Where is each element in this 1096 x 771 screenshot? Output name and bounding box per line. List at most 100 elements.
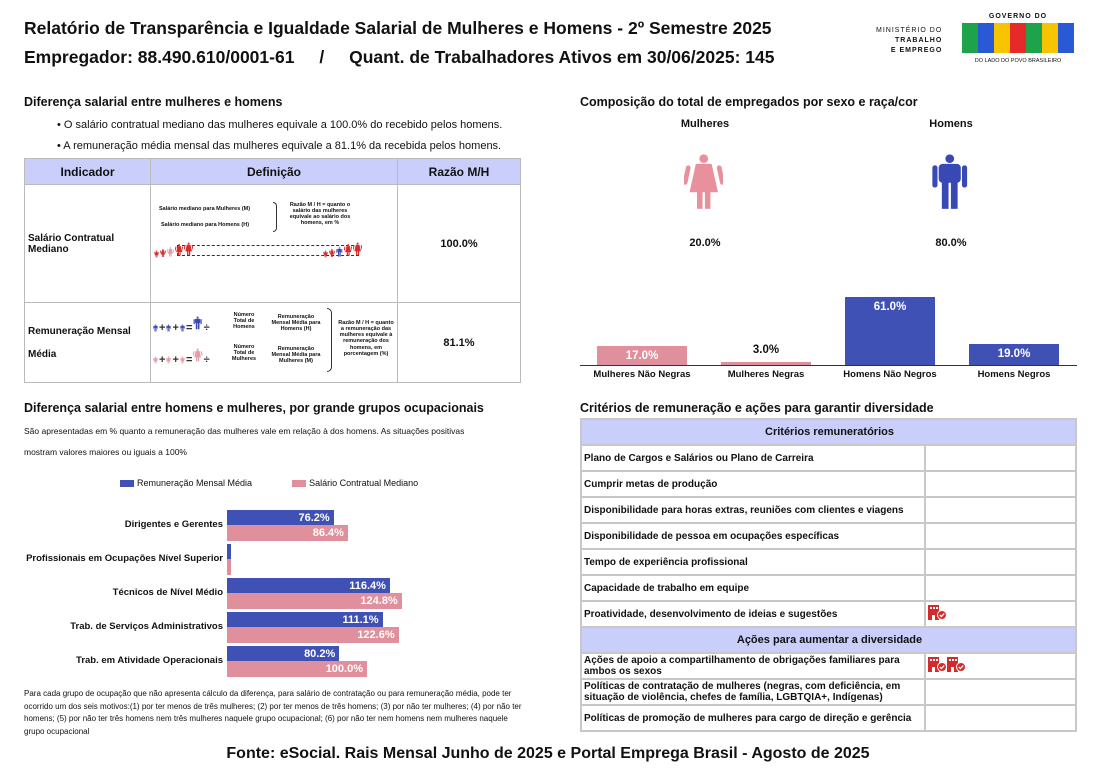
men-label: Homens (929, 118, 973, 130)
source-footer: Fonte: eSocial. Rais Mensal Junho de 202… (226, 745, 870, 762)
category-label: Homens Negros (977, 369, 1051, 380)
person-icon (174, 243, 184, 256)
brace (273, 201, 277, 232)
person-icon (166, 246, 174, 257)
table-row: Disponibilidade para horas extras, reuni… (580, 496, 1077, 524)
occupation-bar: 100.0% (227, 661, 367, 677)
diagram-text: Razão M / H = quanto o salário das mulhe… (289, 201, 351, 227)
ministry-line: E EMPREGO (890, 47, 943, 54)
category-label: Homens Não Negros (843, 369, 937, 380)
person-icon (684, 154, 724, 209)
man-icon (930, 135, 969, 229)
women-label: Mulheres (680, 118, 730, 130)
occupation-bar: 116.4% (227, 578, 390, 594)
bar-value-label: 61.0% (873, 300, 907, 313)
report-title: Relatório de Transparência e Igualdade S… (24, 18, 772, 38)
criterion-label: Plano de Cargos e Salários ou Plano de C… (580, 444, 926, 472)
diagram-text: Número Total de Mulheres (231, 343, 257, 363)
table-header: Indicador Definição Razão M/H (24, 158, 521, 185)
occupation-bar (227, 544, 231, 560)
women-figures (154, 238, 194, 260)
criteria-table: Critérios remuneratórios Plano de Cargos … (580, 418, 1077, 732)
category-label: Técnicos de Nível Médio (112, 587, 223, 598)
woman-icon (684, 135, 724, 229)
action-label: Políticas de contratação de mulheres (ne… (580, 678, 926, 706)
table-row: Proatividade, desenvolvimento de ideias … (580, 600, 1077, 628)
gov-logo-mark (962, 23, 1074, 53)
women-sum-equation: + + = ÷ (153, 344, 210, 366)
table-row: Cumprir metas de produção (580, 470, 1077, 498)
person-icon (184, 242, 194, 255)
action-icons (924, 652, 1077, 680)
person-icon (153, 355, 159, 363)
indicator-label: Remuneração Mensal Média (24, 302, 151, 383)
table-row: Disponibilidade de pessoa em ocupações e… (580, 522, 1077, 550)
criterion-icons (924, 444, 1077, 472)
bar-value-label: 19.0% (997, 347, 1031, 360)
occupational-heading: Diferença salarial entre homens e mulher… (24, 401, 484, 415)
criterion-icons (924, 574, 1077, 602)
legend-label: Salário Contratual Mediano (309, 478, 419, 488)
category-label: Mulheres Negras (727, 369, 805, 380)
criteria-heading: Critérios de remuneração e ações para ga… (580, 401, 934, 415)
action-icons (924, 678, 1077, 706)
table-row: Ações de apoio a compartilhamento de obr… (580, 652, 1077, 680)
criterion-icons (924, 470, 1077, 498)
definition-diagram-median: Salário mediano para Mulheres (M) Salári… (150, 184, 398, 303)
building-check-icon (928, 605, 947, 620)
ratio-value: 100.0% (397, 184, 521, 303)
gov-logo: GOVERNO DO DO LADO DO POVO BRASILEIRO (962, 13, 1074, 64)
person-icon (179, 355, 185, 363)
criterion-icons (924, 522, 1077, 550)
person-icon (193, 348, 203, 361)
action-label: Políticas de promoção de mulheres para c… (580, 704, 926, 732)
table-row: Políticas de promoção de mulheres para c… (580, 704, 1077, 732)
ministry-line: MINISTÉRIO DO (876, 27, 943, 34)
person-icon (329, 248, 335, 257)
bar-value-label: 17.0% (625, 350, 659, 363)
person-icon (336, 246, 343, 257)
diagram-text: Salário mediano para Homens (H) (161, 221, 250, 228)
criterion-label: Disponibilidade de pessoa em ocupações e… (580, 522, 926, 550)
occupation-bar: 111.1% (227, 612, 383, 628)
person-icon (323, 249, 329, 257)
separator: / (319, 47, 325, 67)
criterion-icons (924, 600, 1077, 628)
actions-header-row: Ações para aumentar a diversidade (580, 626, 1077, 654)
table-row: Políticas de contratação de mulheres (ne… (580, 678, 1077, 706)
legend-label: Remuneração Mensal Média (137, 478, 253, 488)
occupation-bar: 76.2% (227, 510, 334, 526)
gov-logo-top: GOVERNO DO (988, 13, 1048, 20)
section-header: Critérios remuneratórios (580, 418, 1077, 446)
person-icon (166, 355, 172, 363)
occupation-bar: 124.8% (227, 593, 402, 609)
occupation-bar (227, 559, 231, 575)
employer-line: Empregador: 88.490.610/0001-61 / Quant. … (24, 47, 774, 68)
criterion-label: Disponibilidade para horas extras, reuni… (580, 496, 926, 524)
ministry-line: TRABALHO (895, 37, 943, 44)
criterion-label: Capacidade de trabalho em equipe (580, 574, 926, 602)
criterion-label: Tempo de experiência profissional (580, 548, 926, 576)
col-definition: Definição (150, 158, 398, 185)
brace (327, 307, 332, 372)
composition-bar (597, 346, 687, 365)
gov-logo-tagline: DO LADO DO POVO BRASILEIRO (974, 58, 1062, 64)
occupational-desc: mostram valores maiores ou iguais a 100% (24, 447, 187, 457)
composition-heading: Composição do total de empregados por se… (580, 95, 918, 109)
section-header: Ações para aumentar a diversidade (580, 626, 1077, 654)
composition-bar (969, 343, 1059, 365)
active-workers: Quant. de Trabalhadores Ativos em 30/06/… (349, 47, 775, 67)
table-row: Tempo de experiência profissional (580, 548, 1077, 576)
col-ratio: Razão M/H (397, 158, 521, 185)
category-label: Mulheres Não Negras (593, 369, 691, 380)
bar-value-label: 3.0% (752, 343, 780, 356)
action-icons (924, 704, 1077, 732)
criterion-label: Proatividade, desenvolvimento de ideias … (580, 600, 926, 628)
category-label: Trab. em Atividade Operacionais (76, 655, 223, 666)
criteria-header-row: Critérios remuneratórios (580, 418, 1077, 446)
col-indicator: Indicador (24, 158, 151, 185)
category-label: Dirigentes e Gerentes (124, 519, 223, 530)
definition-diagram-average: + + = ÷ + + = ÷ Número Total de Homens Número … (150, 302, 398, 383)
building-check-icon (947, 657, 966, 672)
men-pct: 80.0% (935, 237, 967, 249)
